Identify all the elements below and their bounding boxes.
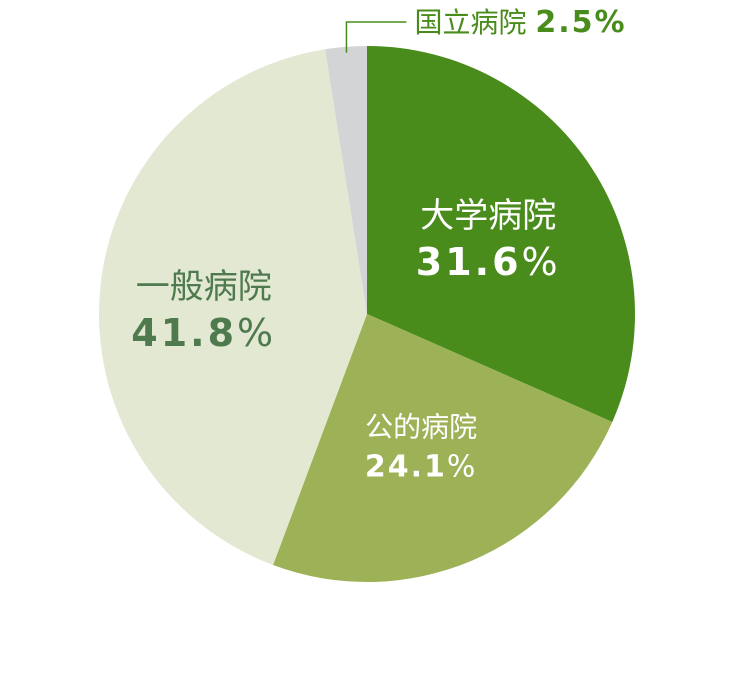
slice-value-label-1: 31.6% <box>416 240 561 284</box>
pie-slice-1 <box>367 46 635 422</box>
slice-external-label-4: 国立病院 2.5% <box>414 5 626 40</box>
slice-value-label-4: 2.5 <box>535 5 594 40</box>
leader-line <box>345 21 407 53</box>
slice-name-label-2: 公的病院 <box>365 410 477 443</box>
slice-name-label-1: 大学病院 <box>420 196 556 236</box>
pie-slice-2 <box>273 314 613 582</box>
slice-value-label-2: 24.1% <box>365 449 478 484</box>
slice-name-label-4: 国立病院 <box>414 6 535 39</box>
pie-slice-4 <box>325 46 367 314</box>
slice-value-label-3: 41.8% <box>131 311 276 355</box>
slice-name-label-3: 一般病院 <box>136 267 272 307</box>
pie-slice-3 <box>99 49 368 565</box>
